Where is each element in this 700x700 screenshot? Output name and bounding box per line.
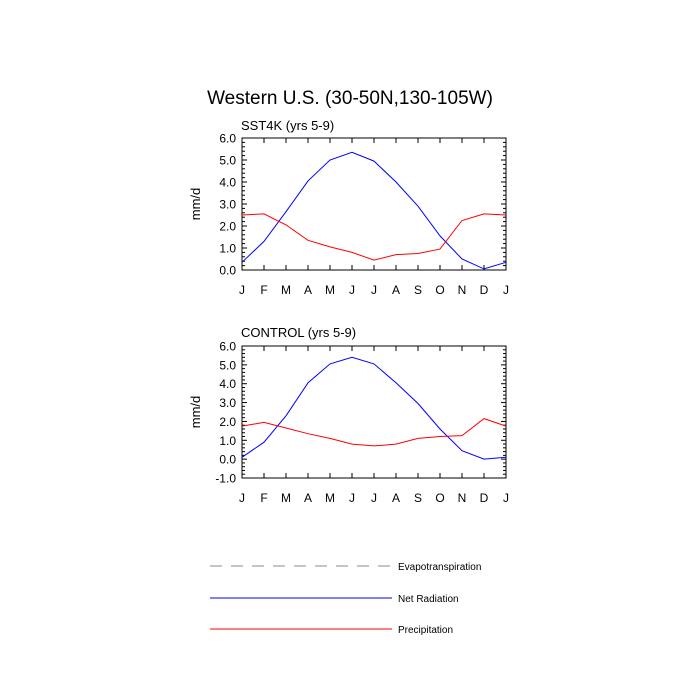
y-tick-label: 5.0 <box>219 358 236 372</box>
x-tick-label: S <box>414 283 422 297</box>
x-tick-label: M <box>281 491 291 505</box>
x-tick-label: M <box>325 491 335 505</box>
legend-label: Evapotranspiration <box>398 562 481 573</box>
x-tick-label: D <box>480 283 489 297</box>
x-tick-label: J <box>503 491 509 505</box>
series-line-precipitation <box>241 213 507 261</box>
y-tick-label: 1.0 <box>219 242 236 256</box>
y-tick-label: -1.0 <box>215 472 236 486</box>
y-axis-label: mm/d <box>188 396 203 429</box>
y-tick-label: 5.0 <box>219 154 236 168</box>
x-tick-label: D <box>480 491 489 505</box>
x-tick-label: N <box>458 283 467 297</box>
x-tick-label: A <box>304 283 312 297</box>
y-tick-label: 6.0 <box>219 132 236 146</box>
legend-label: Net Radiation <box>398 594 459 605</box>
x-tick-label: A <box>392 491 400 505</box>
x-tick-label: J <box>349 283 355 297</box>
x-tick-label: N <box>458 491 467 505</box>
y-tick-label: 2.0 <box>219 415 236 429</box>
x-tick-label: A <box>392 283 400 297</box>
y-tick-label: 0.0 <box>219 453 236 467</box>
panel-sst4k: SST4K (yrs 5-9) 0.01.02.03.04.05.06.0J F M… <box>188 118 509 297</box>
y-tick-label: 4.0 <box>219 377 236 391</box>
y-tick-label: 3.0 <box>219 198 236 212</box>
x-tick-label: M <box>281 283 291 297</box>
x-tick-label: O <box>435 283 444 297</box>
x-tick-label: J <box>371 283 377 297</box>
x-tick-label: O <box>435 491 444 505</box>
figure-title: Western U.S. (30-50N,130-105W) <box>207 88 493 109</box>
panel-title: CONTROL (yrs 5-9) <box>241 325 356 340</box>
x-tick-label: S <box>414 491 422 505</box>
x-tick-label: J <box>371 491 377 505</box>
panel-control: CONTROL (yrs 5-9) -1.0 0.0 1.0 2.0 3.0 4.0 5.0… <box>188 325 509 505</box>
x-tick-label: M <box>325 283 335 297</box>
y-axis: 0.0 1.0 2.0 3.0 4.0 5.0 6.0 <box>219 132 506 278</box>
x-tick-label: F <box>260 283 267 297</box>
x-tick-label: F <box>260 491 267 505</box>
legend: Evapotranspiration Net Radiation Precipita… <box>210 562 481 636</box>
plot-frame <box>241 137 507 271</box>
series-line-net-radiation <box>241 356 507 460</box>
x-tick-label: J <box>503 283 509 297</box>
x-tick-label: A <box>304 491 312 505</box>
series-line-net-radiation <box>241 151 507 270</box>
y-tick-label: 6.0 <box>219 340 236 354</box>
x-tick-label: J <box>239 283 245 297</box>
panel-title: SST4K (yrs 5-9) <box>241 118 334 133</box>
y-tick-label: 4.0 <box>219 176 236 190</box>
x-tick-label: J <box>349 491 355 505</box>
y-tick-label: 0.0 <box>219 264 236 278</box>
y-axis: -1.0 0.0 1.0 2.0 3.0 4.0 5.0 6.0 <box>215 340 506 486</box>
y-tick-label: 2.0 <box>219 220 236 234</box>
plot-frame <box>241 345 507 479</box>
series-line-precipitation <box>241 418 507 447</box>
y-tick-label: 1.0 <box>219 434 236 448</box>
y-tick-label: 3.0 <box>219 396 236 410</box>
y-axis-label: mm/d <box>188 188 203 221</box>
x-tick-label: J <box>239 491 245 505</box>
legend-label: Precipitation <box>398 625 453 636</box>
